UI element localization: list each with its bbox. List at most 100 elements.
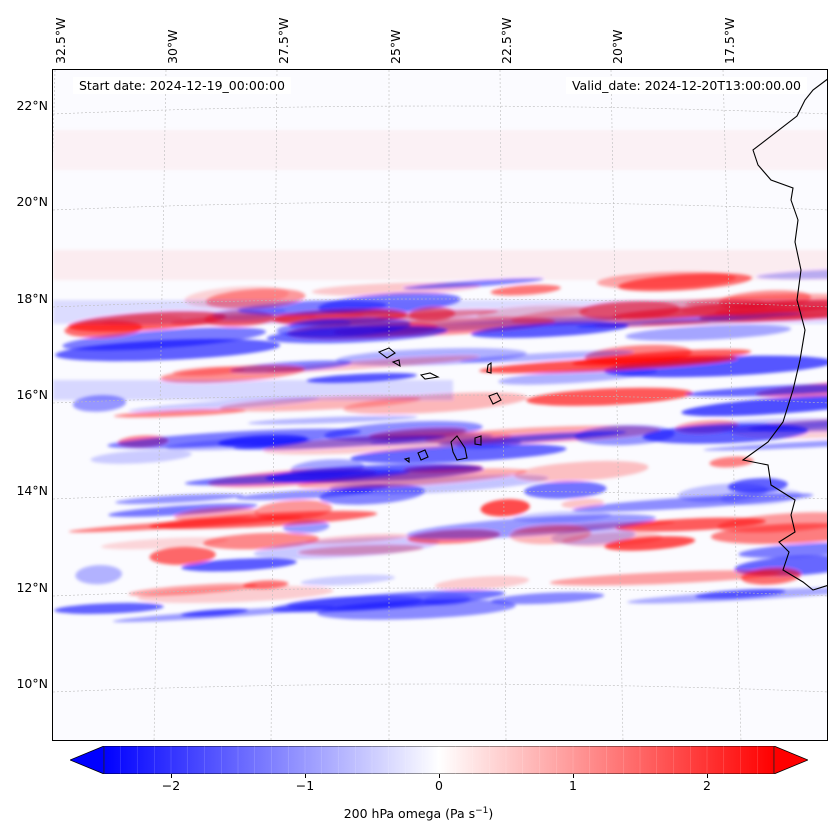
omega-band bbox=[350, 443, 567, 464]
omega-band bbox=[253, 536, 440, 559]
cape-verde-brava bbox=[403, 457, 410, 464]
omega-bands bbox=[53, 130, 827, 623]
lat-label-14n: 14°N bbox=[16, 483, 48, 498]
omega-band bbox=[137, 585, 334, 604]
omega-band bbox=[54, 602, 164, 614]
cbar-tick-neg2: −2 bbox=[161, 778, 181, 793]
omega-broad-band bbox=[53, 380, 453, 400]
cape-verde-sao-nicolau bbox=[419, 372, 440, 380]
parallel-line bbox=[53, 298, 827, 308]
parallel-line bbox=[53, 587, 827, 597]
omega-band bbox=[263, 432, 512, 455]
omega-band bbox=[218, 434, 308, 448]
omega-broad-band bbox=[53, 250, 827, 280]
omega-field-map bbox=[53, 70, 827, 740]
cbar-tickmark-neg1 bbox=[305, 774, 306, 778]
colorbar-extend-high bbox=[773, 746, 808, 774]
cbar-tickmark-neg2 bbox=[171, 774, 172, 778]
omega-band bbox=[305, 533, 410, 544]
omega-band bbox=[108, 503, 258, 517]
colorbar-label: 200 hPa omega (Pa s−1) bbox=[0, 806, 837, 821]
meridian-line bbox=[153, 70, 167, 740]
colorbar-body bbox=[103, 746, 775, 774]
omega-band bbox=[459, 350, 634, 363]
lat-label-12n: 12°N bbox=[16, 580, 48, 595]
cbar-tickmark-2 bbox=[707, 774, 708, 778]
meridian-line bbox=[499, 70, 507, 740]
omega-broad-band bbox=[53, 130, 827, 170]
omega-band bbox=[498, 367, 658, 385]
omega-band bbox=[62, 327, 267, 351]
omega-band bbox=[549, 570, 781, 586]
omega-band bbox=[703, 436, 827, 451]
lon-label-27-5w: 27.5°W bbox=[276, 17, 291, 64]
colorbar bbox=[70, 746, 808, 774]
omega-band bbox=[681, 395, 827, 417]
meridian-line bbox=[610, 70, 624, 740]
start-date-label: Start date: 2024-12-19_00:00:00 bbox=[73, 77, 291, 94]
lon-label-17-5w: 17.5°W bbox=[722, 17, 737, 64]
colorbar-extend-low bbox=[70, 746, 105, 774]
parallel-line bbox=[53, 490, 827, 500]
coastline bbox=[377, 78, 827, 591]
lon-label-25w: 25°W bbox=[388, 29, 403, 64]
omega-band bbox=[128, 397, 320, 413]
omega-band bbox=[709, 456, 754, 468]
lon-label-22-5w: 22.5°W bbox=[499, 17, 514, 64]
omega-band bbox=[514, 460, 649, 482]
omega-band bbox=[317, 599, 516, 620]
lat-label-18n: 18°N bbox=[16, 291, 48, 306]
lat-label-22n: 22°N bbox=[16, 98, 48, 113]
omega-band bbox=[470, 321, 629, 339]
omega-band bbox=[115, 493, 244, 505]
omega-band bbox=[695, 588, 786, 599]
parallel-line bbox=[53, 105, 827, 115]
omega-band bbox=[297, 468, 527, 489]
parallel-line bbox=[53, 201, 827, 211]
cbar-tick-0: 0 bbox=[435, 778, 443, 793]
lon-label-30w: 30°W bbox=[165, 29, 180, 64]
omega-band bbox=[625, 324, 792, 341]
valid-date-label: Valid_date: 2024-12-20T13:00:00.00 bbox=[565, 77, 807, 94]
omega-band bbox=[266, 325, 448, 344]
omega-band bbox=[480, 499, 530, 517]
parallel-line bbox=[53, 683, 827, 693]
lon-label-20w: 20°W bbox=[610, 29, 625, 64]
omega-band bbox=[604, 536, 696, 551]
omega-band bbox=[434, 575, 530, 591]
africa-coastline bbox=[741, 78, 827, 591]
omega-band bbox=[101, 537, 229, 550]
omega-band bbox=[160, 365, 305, 383]
omega-band bbox=[300, 574, 396, 586]
omega-band bbox=[181, 558, 297, 572]
omega-band bbox=[64, 320, 142, 338]
meridian-line bbox=[270, 70, 278, 740]
omega-band bbox=[479, 355, 738, 374]
cape-verde-sao-vicente bbox=[391, 359, 401, 368]
omega-band bbox=[572, 493, 814, 512]
cape-verde-santo-antao bbox=[377, 347, 396, 359]
cbar-tickmark-0 bbox=[439, 774, 440, 778]
colorbar-steps bbox=[103, 746, 775, 774]
omega-band bbox=[717, 512, 827, 533]
omega-band bbox=[180, 608, 248, 617]
omega-band bbox=[343, 392, 528, 415]
omega-band bbox=[523, 481, 607, 499]
omega-broad-band bbox=[53, 300, 827, 324]
omega-band bbox=[149, 546, 216, 565]
omega-band bbox=[526, 387, 693, 406]
omega-band bbox=[720, 419, 827, 431]
graticule bbox=[53, 70, 827, 740]
cape-verde-boa-vista bbox=[488, 392, 502, 405]
omega-band bbox=[90, 449, 192, 464]
cbar-tickmark-1 bbox=[573, 774, 574, 778]
lat-label-10n: 10°N bbox=[16, 676, 48, 691]
colorbar-label-suffix: ) bbox=[488, 806, 494, 822]
omega-band bbox=[686, 383, 827, 397]
cape-verde-maio bbox=[474, 435, 482, 446]
omega-band bbox=[68, 516, 304, 533]
cape-verde-santiago bbox=[450, 435, 468, 461]
omega-band bbox=[75, 565, 123, 585]
cbar-tick-neg1: −1 bbox=[295, 778, 315, 793]
cape-verde-sal bbox=[486, 361, 492, 374]
